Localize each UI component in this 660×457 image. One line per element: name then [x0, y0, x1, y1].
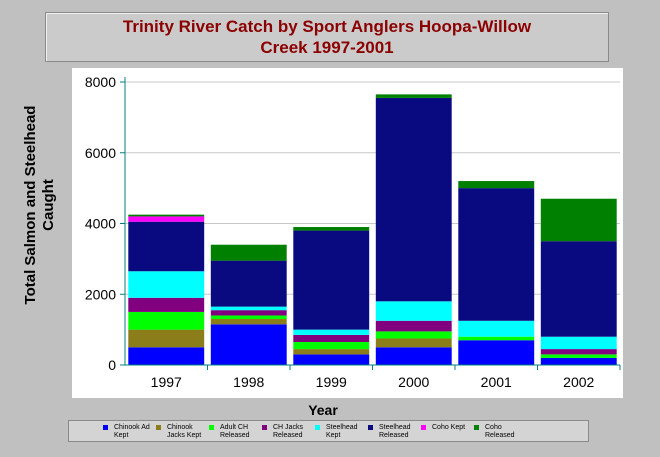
- bar-segment-2001-coho-released: [458, 181, 535, 189]
- bar-segment-2002-coho-released: [540, 198, 617, 242]
- legend-item: Steelhead Kept: [315, 424, 368, 440]
- legend-item: Coho Released: [474, 424, 527, 440]
- x-tick-label: 2001: [481, 374, 512, 390]
- chart-title-line-1: Trinity River Catch by Sport Anglers Hoo…: [122, 17, 532, 36]
- x-tick-label: 1997: [151, 374, 182, 390]
- bar-segment-1999-adult-ch-released: [293, 342, 370, 350]
- bar-segment-1997-chinook-ad-kept: [128, 347, 205, 365]
- y-tick-label: 2000: [85, 286, 116, 302]
- chart-title-line-2: Creek 1997-2001: [260, 38, 394, 57]
- legend-label: Steelhead Released: [379, 424, 411, 439]
- y-tick-label: 4000: [85, 216, 116, 232]
- bar-segment-1998-ch-jacks-released: [210, 310, 287, 316]
- bar-segment-1998-coho-released: [210, 244, 287, 261]
- legend-swatch: [209, 425, 214, 430]
- bar-segment-2000-chinook-ad-kept: [375, 347, 452, 365]
- legend: Chinook Ad Kept Chinook Jacks Kept Adult C…: [68, 420, 589, 442]
- bar-segment-1999-chinook-ad-kept: [293, 354, 370, 365]
- bar-segment-1997-steelhead-released: [128, 221, 205, 272]
- legend-label: Coho Kept: [432, 424, 466, 431]
- bar-segment-2002-ch-jacks-released: [540, 349, 617, 355]
- legend-label: Coho Released: [485, 424, 515, 439]
- legend-item: Adult CH Released: [209, 424, 262, 440]
- legend-item: CH Jacks Released: [262, 424, 315, 440]
- y-tick-label: 6000: [85, 145, 116, 161]
- bar-segment-1999-ch-jacks-released: [293, 334, 370, 343]
- y-tick-label: 8000: [85, 74, 116, 90]
- bar-segment-2002-steelhead-kept: [540, 336, 617, 350]
- bar-segment-1997-adult-ch-released: [128, 311, 205, 330]
- legend-label: Chinook Ad Kept: [114, 424, 150, 439]
- legend-swatch: [156, 425, 161, 430]
- bar-segment-2001-adult-ch-released: [458, 336, 535, 341]
- bar-segment-2002-adult-ch-released: [540, 354, 617, 358]
- bar-segment-2000-steelhead-released: [375, 97, 452, 302]
- legend-item: Chinook Ad Kept: [103, 424, 156, 440]
- legend-label: CH Jacks Released: [273, 424, 303, 439]
- bar-segment-1998-chinook-ad-kept: [210, 324, 287, 365]
- legend-swatch: [474, 425, 479, 430]
- x-tick-label: 1998: [233, 374, 264, 390]
- bar-segment-1997-coho-released: [128, 214, 205, 217]
- bar-segment-1999-steelhead-released: [293, 230, 370, 330]
- bar-segment-1998-steelhead-kept: [210, 306, 287, 311]
- bar-segment-2001-chinook-ad-kept: [458, 340, 535, 365]
- bar-segment-1998-adult-ch-released: [210, 315, 287, 320]
- bar-segment-1997-steelhead-kept: [128, 271, 205, 298]
- x-tick-label: 1999: [316, 374, 347, 390]
- x-tick-label: 2002: [563, 374, 594, 390]
- y-tick-label: 0: [108, 357, 116, 373]
- bar-segment-2000-coho-released: [375, 94, 452, 98]
- legend-swatch: [315, 425, 320, 430]
- legend-item: Chinook Jacks Kept: [156, 424, 209, 440]
- bar-segment-1999-steelhead-kept: [293, 329, 370, 335]
- legend-label: Chinook Jacks Kept: [167, 424, 202, 439]
- legend-item: Coho Kept: [421, 424, 474, 432]
- chart-title-box: Trinity River Catch by Sport Anglers Hoo…: [45, 12, 609, 62]
- bar-segment-1997-ch-jacks-released: [128, 297, 205, 312]
- bar-segment-2002-chinook-ad-kept: [540, 357, 617, 365]
- x-tick-label: 2000: [398, 374, 429, 390]
- bar-segment-2000-steelhead-kept: [375, 301, 452, 321]
- bar-segment-2000-adult-ch-released: [375, 331, 452, 339]
- bar-segment-2002-steelhead-released: [540, 241, 617, 337]
- legend-swatch: [421, 425, 426, 430]
- bar-segment-1997-coho-kept: [128, 216, 205, 222]
- bar-segment-2000-ch-jacks-released: [375, 320, 452, 332]
- legend-swatch: [262, 425, 267, 430]
- x-axis-label: Year: [308, 402, 338, 418]
- legend-swatch: [368, 425, 373, 430]
- legend-item: Steelhead Released: [368, 424, 421, 440]
- bar-segment-1999-chinook-jacks-kept: [293, 349, 370, 355]
- bar-segment-1998-steelhead-released: [210, 260, 287, 307]
- legend-label: Adult CH Released: [220, 424, 250, 439]
- legend-label: Steelhead Kept: [326, 424, 358, 439]
- bar-segment-2000-chinook-jacks-kept: [375, 338, 452, 348]
- legend-swatch: [103, 425, 108, 430]
- bar-segment-1999-coho-released: [293, 227, 370, 231]
- bar-segment-2001-steelhead-kept: [458, 320, 535, 337]
- bar-segment-2001-steelhead-released: [458, 188, 535, 321]
- bar-segment-1997-chinook-jacks-kept: [128, 329, 205, 348]
- bar-segment-1998-chinook-jacks-kept: [210, 319, 287, 325]
